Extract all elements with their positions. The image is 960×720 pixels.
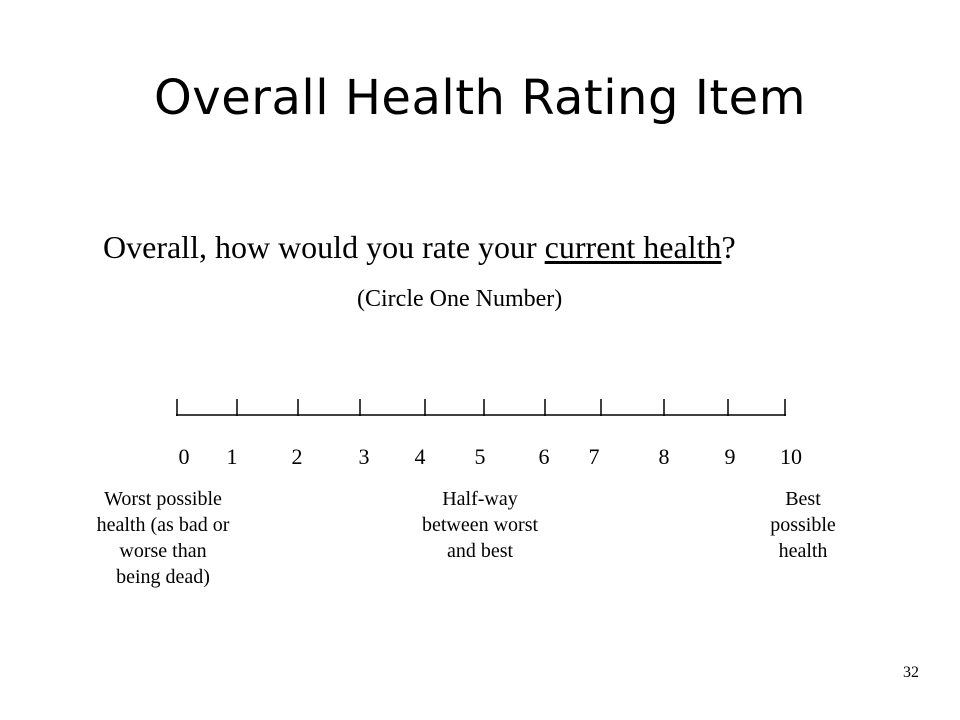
scale-number[interactable]: 9 (725, 444, 736, 469)
slide-title: Overall Health Rating Item (154, 70, 806, 126)
scale-number[interactable]: 1 (227, 444, 238, 469)
scale-number[interactable]: 10 (780, 444, 802, 469)
scale-ticks (176, 399, 786, 416)
anchor-worst-line: Worst possible (104, 488, 222, 510)
scale-number[interactable]: 5 (475, 444, 486, 469)
scale-number[interactable]: 2 (292, 444, 303, 469)
anchor-midpoint: Half-way between worst and best (395, 486, 565, 564)
scale-number[interactable]: 0 (179, 444, 190, 469)
anchor-worst-line: health (as bad or (96, 514, 230, 536)
question-prefix: Overall, how would you rate your (103, 229, 545, 265)
scale-number[interactable]: 7 (589, 444, 600, 469)
anchor-best: Best possible health (748, 486, 858, 564)
instruction-text: (Circle One Number) (357, 286, 563, 312)
anchor-midpoint-line: between worst (421, 514, 539, 536)
anchor-worst-line: being dead) (116, 566, 210, 588)
scale-number[interactable]: 8 (659, 444, 670, 469)
scale-number[interactable]: 3 (359, 444, 370, 469)
anchor-best-line: health (778, 540, 828, 562)
anchor-midpoint-line: and best (446, 540, 514, 562)
anchor-midpoint-line: Half-way (442, 488, 518, 510)
page-number: 32 (903, 664, 919, 681)
scale-number[interactable]: 4 (415, 444, 426, 469)
anchor-best-line: possible (770, 514, 836, 536)
anchor-worst-line: worse than (119, 540, 207, 562)
anchor-best-line: Best (785, 488, 821, 510)
scale-numbers: 0 1 2 3 4 5 6 7 8 9 10 (179, 444, 803, 469)
scale-number[interactable]: 6 (539, 444, 550, 469)
question-suffix: ? (721, 229, 736, 265)
question-emphasis: current health (544, 229, 722, 265)
question-text: Overall, how would you rate your current… (103, 227, 736, 267)
anchor-worst: Worst possible health (as bad or worse t… (72, 486, 254, 590)
